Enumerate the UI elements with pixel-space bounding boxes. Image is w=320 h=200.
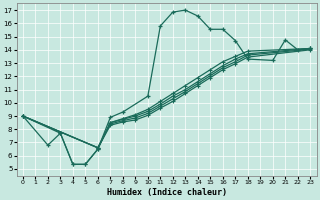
X-axis label: Humidex (Indice chaleur): Humidex (Indice chaleur) [107,188,227,197]
